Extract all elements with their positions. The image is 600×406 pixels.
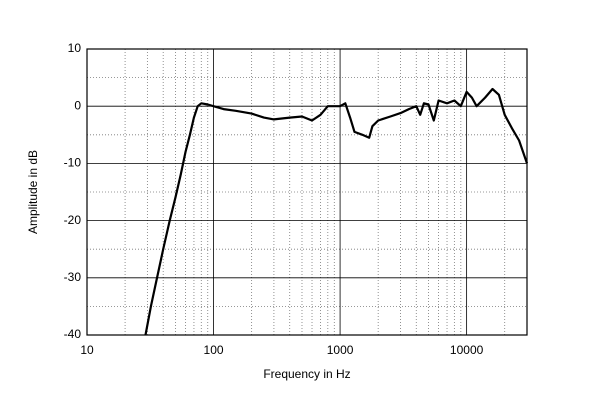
response-line	[144, 87, 529, 336]
y-axis-label: Amplitude in dB	[26, 150, 40, 234]
x-tick-label: 100	[204, 343, 224, 357]
y-tick-label: -20	[64, 213, 82, 227]
x-tick-label: 10000	[450, 343, 484, 357]
y-tick-label: -10	[64, 156, 82, 170]
x-tick-label: 10	[80, 343, 94, 357]
x-tick-label: 1000	[327, 343, 354, 357]
y-tick-label: -40	[64, 327, 82, 341]
y-tick-label: -30	[64, 270, 82, 284]
y-tick-label: 0	[74, 98, 81, 112]
y-tick-label: 10	[68, 41, 82, 55]
x-axis-label: Frequency in Hz	[263, 367, 350, 381]
plot-frame	[86, 48, 528, 336]
